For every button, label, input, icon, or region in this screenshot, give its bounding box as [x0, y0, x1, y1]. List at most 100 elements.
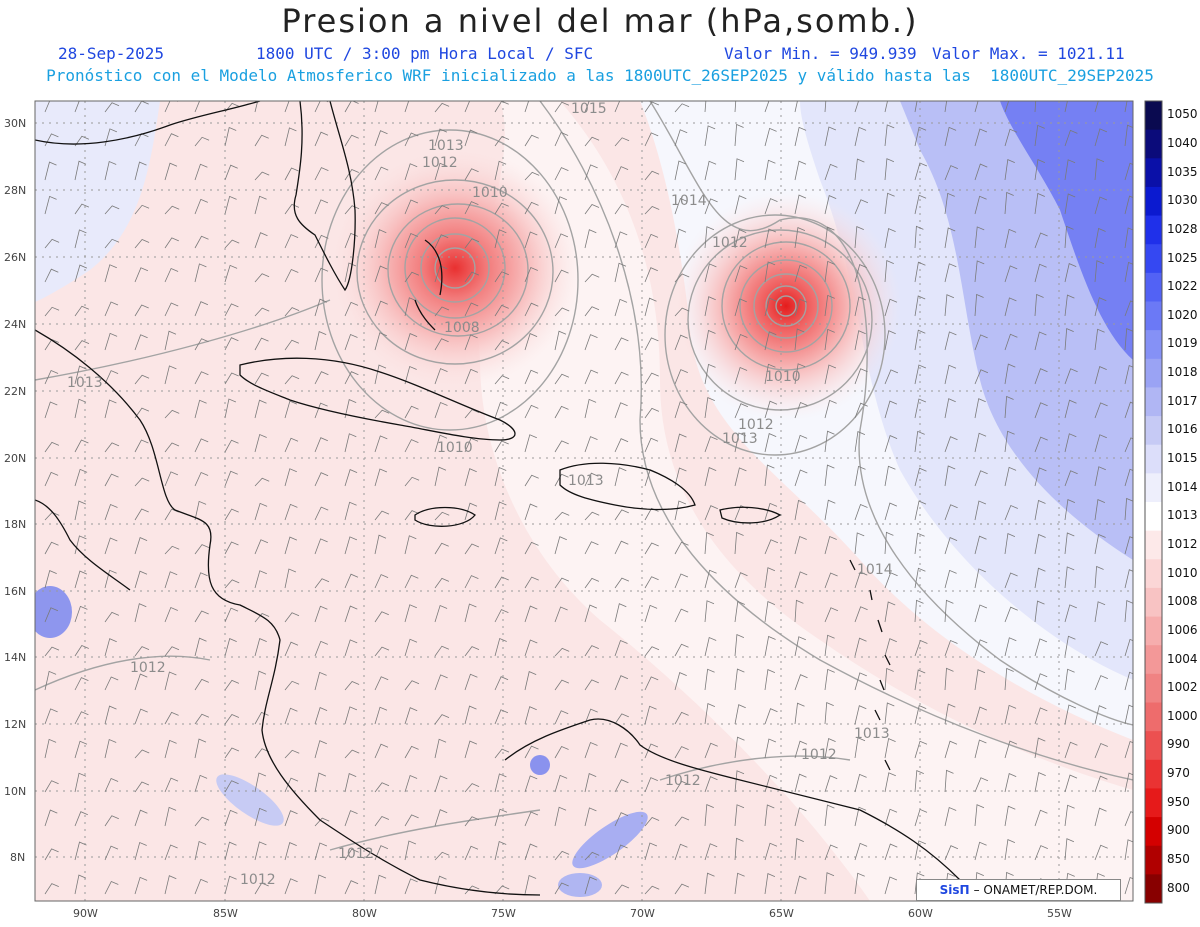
contour-label: 1013	[722, 431, 758, 447]
wind-barb	[644, 372, 659, 385]
wind-barb	[1124, 671, 1133, 691]
legend-swatch	[1145, 559, 1162, 589]
wind-barb	[524, 201, 539, 215]
wind-barb	[1094, 533, 1106, 555]
contour-label: 1013	[568, 473, 604, 489]
legend-swatch	[1145, 731, 1162, 761]
wind-barb	[1064, 129, 1078, 147]
lon-tick-label: 75W	[491, 907, 516, 920]
wind-barb	[944, 569, 957, 589]
wind-barb	[134, 374, 150, 385]
wind-barb	[434, 645, 450, 657]
wind-barb	[914, 567, 926, 589]
wind-barb	[1004, 128, 1018, 147]
wind-barb	[344, 333, 358, 351]
wind-barb	[944, 364, 957, 385]
min-value-label: Valor Min. = 949.939	[724, 44, 917, 63]
wind-barb	[614, 137, 630, 147]
wind-barb	[674, 433, 687, 453]
legend-swatch	[1145, 702, 1162, 732]
wind-barb	[1004, 191, 1014, 215]
wind-barb	[314, 874, 327, 895]
contour-label: 1010	[765, 369, 801, 385]
wind-barb	[884, 572, 898, 589]
legend-level-label: 1008	[1167, 594, 1198, 609]
wind-barb	[104, 238, 120, 249]
wind-barb	[794, 875, 807, 895]
wind-barb	[1094, 128, 1108, 147]
wind-barb	[974, 163, 988, 181]
gulf-high-patch	[35, 101, 160, 302]
wind-barb	[254, 372, 269, 385]
contour-label: 1012	[422, 155, 458, 171]
legend-level-label: 1018	[1167, 365, 1198, 380]
wind-barb	[1034, 845, 1048, 861]
legend-level-label: 1035	[1167, 164, 1198, 179]
wind-barb	[524, 474, 539, 487]
legend-level-label: 1028	[1167, 221, 1198, 236]
wind-barb	[704, 872, 715, 895]
wind-barb	[284, 400, 298, 419]
terrain-patch	[216, 774, 284, 826]
wind-barb	[284, 101, 290, 113]
wind-barb	[284, 749, 300, 759]
wind-barb	[584, 101, 590, 113]
wind-barb	[314, 131, 329, 147]
wind-barb	[314, 538, 328, 555]
wind-barb	[314, 298, 328, 317]
lat-tick-label: 28N	[4, 184, 26, 197]
wind-barb	[44, 646, 60, 657]
wind-barb	[104, 332, 118, 351]
wind-barb	[584, 577, 600, 589]
lat-tick-label: 16N	[4, 585, 26, 598]
wind-barb	[194, 610, 209, 623]
lon-tick-label: 65W	[769, 907, 794, 920]
wind-barb	[764, 433, 777, 453]
wind-barb	[254, 807, 267, 827]
wind-barb	[974, 226, 985, 249]
wind-barb	[1064, 193, 1076, 215]
wind-barb	[494, 576, 509, 589]
wind-barb	[974, 128, 988, 147]
wind-barb	[194, 235, 209, 249]
wind-barb	[524, 576, 539, 589]
wind-barb	[494, 466, 507, 487]
wind-barb	[1034, 124, 1045, 147]
wind-barb	[824, 872, 835, 895]
wind-barb	[614, 467, 627, 487]
wind-barb	[644, 206, 660, 215]
wind-barb	[854, 672, 867, 691]
wind-barb	[1064, 263, 1077, 283]
wind-barb	[1064, 368, 1078, 385]
wind-barb	[884, 667, 894, 691]
wind-barb	[524, 101, 530, 113]
wind-barb	[884, 260, 894, 283]
wind-barb	[134, 267, 149, 283]
wind-barb	[254, 841, 267, 861]
wind-barb	[494, 709, 509, 725]
legend-swatch	[1145, 301, 1162, 331]
wind-barb	[1034, 331, 1047, 351]
wind-barb	[404, 163, 418, 181]
wind-barb	[134, 841, 147, 861]
wind-barb	[494, 136, 510, 147]
wind-barb	[164, 471, 179, 487]
wind-barb	[314, 234, 329, 249]
wind-barb	[194, 816, 210, 827]
wind-barb	[1064, 566, 1075, 589]
wind-barb	[524, 639, 538, 657]
wind-barb	[224, 638, 237, 657]
wind-barb	[164, 442, 180, 453]
wind-barb	[914, 126, 927, 147]
wind-barb	[554, 473, 569, 487]
wind-barb	[884, 124, 895, 147]
wind-barb	[434, 604, 448, 623]
wind-barb	[1004, 533, 1016, 555]
legend-level-label: 900	[1167, 823, 1190, 838]
wind-barb	[794, 298, 808, 317]
wind-barb	[254, 195, 267, 215]
wind-barb	[374, 646, 390, 657]
wind-barb	[1064, 838, 1075, 861]
wind-barb	[464, 783, 480, 793]
wind-barb	[824, 364, 837, 385]
